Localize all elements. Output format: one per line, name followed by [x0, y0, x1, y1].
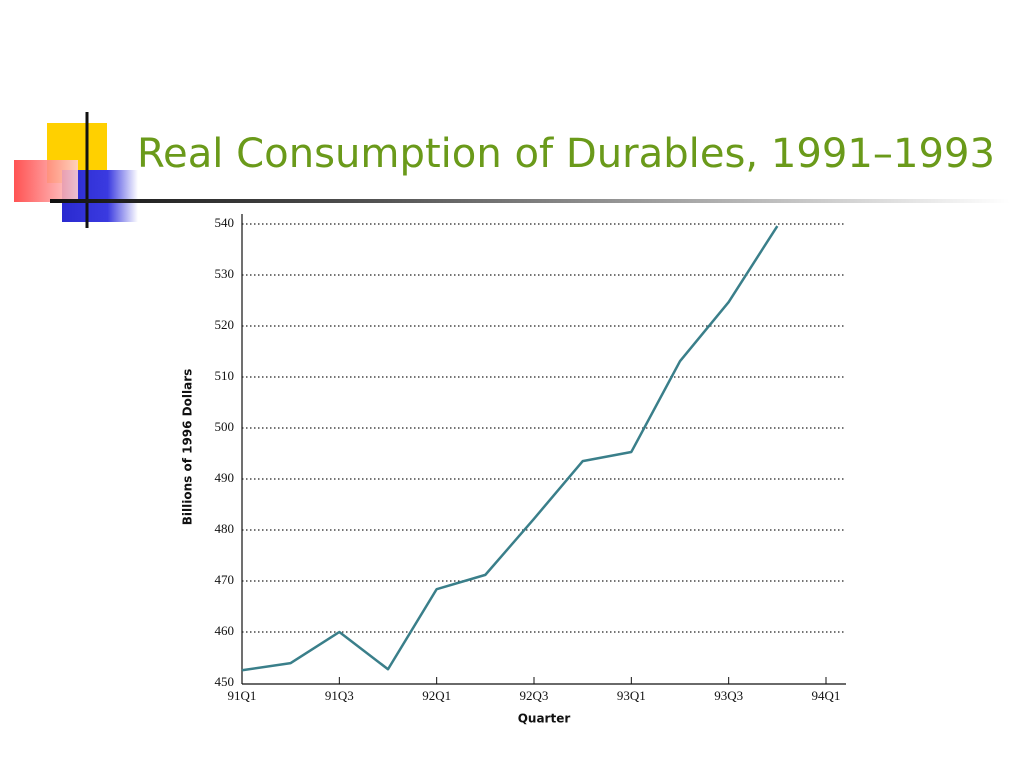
- x-tick-label: 92Q1: [422, 688, 451, 703]
- y-tick-label: 520: [215, 317, 235, 332]
- y-tick-label: 450: [215, 674, 235, 689]
- x-tick-label: 93Q1: [617, 688, 646, 703]
- x-tick-label: 91Q3: [325, 688, 354, 703]
- y-tick-label: 540: [215, 215, 235, 230]
- y-tick-label: 500: [215, 419, 235, 434]
- y-tick-label: 510: [215, 368, 235, 383]
- x-tick-label: 93Q3: [714, 688, 743, 703]
- y-tick-label: 530: [215, 266, 235, 281]
- x-axis-label: Quarter: [518, 712, 571, 726]
- data-line: [241, 225, 779, 672]
- y-tick-label: 460: [215, 623, 235, 638]
- y-tick-label: 490: [215, 470, 235, 485]
- y-tick-label: 470: [215, 572, 235, 587]
- chart-title: Real Consumption of Durables, 1991–1993: [137, 131, 995, 177]
- x-tick-label: 94Q1: [812, 688, 841, 703]
- decoration: [14, 112, 1010, 228]
- x-tick-label: 92Q3: [520, 688, 549, 703]
- y-axis-label: Billions of 1996 Dollars: [181, 369, 195, 526]
- y-tick-label: 480: [215, 521, 235, 536]
- x-tick-label: 91Q1: [228, 688, 257, 703]
